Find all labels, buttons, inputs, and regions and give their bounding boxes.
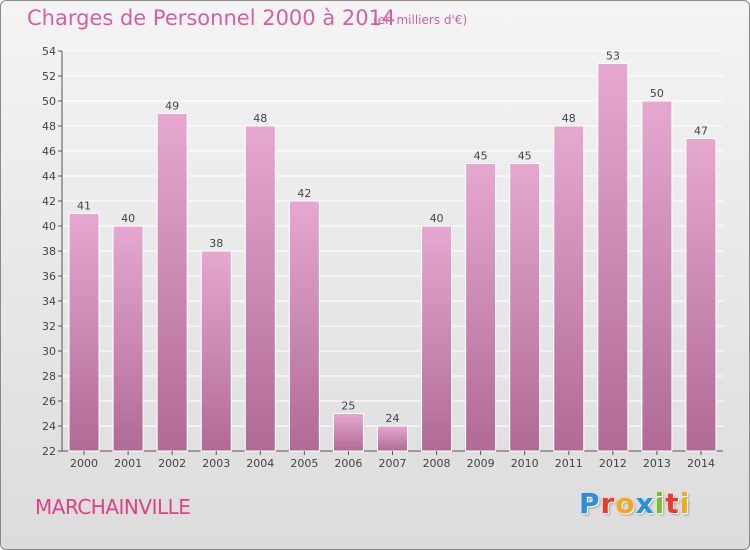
y-tick-label: 46 (42, 145, 56, 158)
bar-value-label: 38 (209, 237, 223, 250)
bar-value-label: 48 (562, 112, 576, 125)
chart-subtitle: (en milliers d'€) (373, 13, 468, 27)
bar (244, 125, 276, 452)
y-tick-label: 26 (42, 395, 56, 408)
x-tick-label: 2012 (599, 457, 627, 470)
logo-letter: o (615, 487, 636, 520)
bar (156, 113, 188, 452)
bar-value-label: 40 (430, 212, 444, 225)
x-tick-label: 2011 (555, 457, 583, 470)
bar (421, 225, 453, 452)
y-tick-label: 44 (42, 170, 56, 183)
y-tick-label: 50 (42, 95, 56, 108)
x-tick-label: 2004 (246, 457, 274, 470)
bar-value-label: 40 (121, 212, 135, 225)
x-tick-label: 2007 (379, 457, 407, 470)
y-tick-label: 24 (42, 420, 56, 433)
y-tick-label: 36 (42, 270, 56, 283)
y-tick-label: 32 (42, 320, 56, 333)
bar (641, 100, 673, 452)
logo-letter: x (635, 487, 655, 520)
y-tick-label: 30 (42, 345, 56, 358)
logo-letter: P (579, 487, 601, 520)
x-tick-label: 2008 (423, 457, 451, 470)
bar (288, 200, 320, 452)
x-tick-label: 2001 (114, 457, 142, 470)
bar-value-label: 49 (165, 100, 179, 113)
x-tick-label: 2010 (511, 457, 539, 470)
y-tick-label: 42 (42, 195, 56, 208)
logo-letter: r (600, 487, 616, 520)
bar-value-label: 24 (386, 412, 400, 425)
bar (200, 250, 232, 452)
bar-value-label: 41 (77, 200, 91, 213)
y-tick-label: 54 (42, 45, 56, 58)
bar (597, 63, 629, 452)
bar (68, 213, 100, 452)
x-tick-label: 2009 (467, 457, 495, 470)
bar (112, 225, 144, 452)
y-tick-label: 34 (42, 295, 56, 308)
x-tick-label: 2005 (290, 457, 318, 470)
place-name: MARCHAINVILLE (35, 495, 191, 519)
x-tick-label: 2006 (334, 457, 362, 470)
logo-letter: t (665, 487, 680, 520)
chart-title: Charges de Personnel 2000 à 2014 (27, 6, 396, 30)
bar-value-label: 45 (518, 150, 532, 163)
bar-value-label: 45 (474, 150, 488, 163)
y-tick-label: 22 (42, 445, 56, 458)
bar (685, 138, 717, 452)
y-tick-label: 48 (42, 120, 56, 133)
bar-value-label: 42 (297, 187, 311, 200)
bar (465, 163, 497, 452)
proxiti-logo[interactable]: Proxiti (579, 487, 690, 520)
bar-value-label: 25 (341, 400, 355, 413)
bar-value-label: 53 (606, 50, 620, 63)
y-tick-label: 28 (42, 370, 56, 383)
bar (553, 125, 585, 452)
y-tick-label: 38 (42, 245, 56, 258)
bar-value-label: 50 (650, 87, 664, 100)
logo-letter: i (679, 487, 691, 520)
x-tick-label: 2014 (687, 457, 715, 470)
y-tick-label: 52 (42, 70, 56, 83)
bar (509, 163, 541, 452)
x-tick-label: 2002 (158, 457, 186, 470)
bar-value-label: 47 (694, 125, 708, 138)
logo-letter: i (654, 487, 666, 520)
bar-value-label: 48 (253, 112, 267, 125)
y-tick-label: 40 (42, 220, 56, 233)
x-tick-label: 2003 (202, 457, 230, 470)
x-tick-label: 2000 (70, 457, 98, 470)
bar (377, 425, 408, 452)
x-tick-label: 2013 (643, 457, 671, 470)
bar (332, 413, 364, 452)
